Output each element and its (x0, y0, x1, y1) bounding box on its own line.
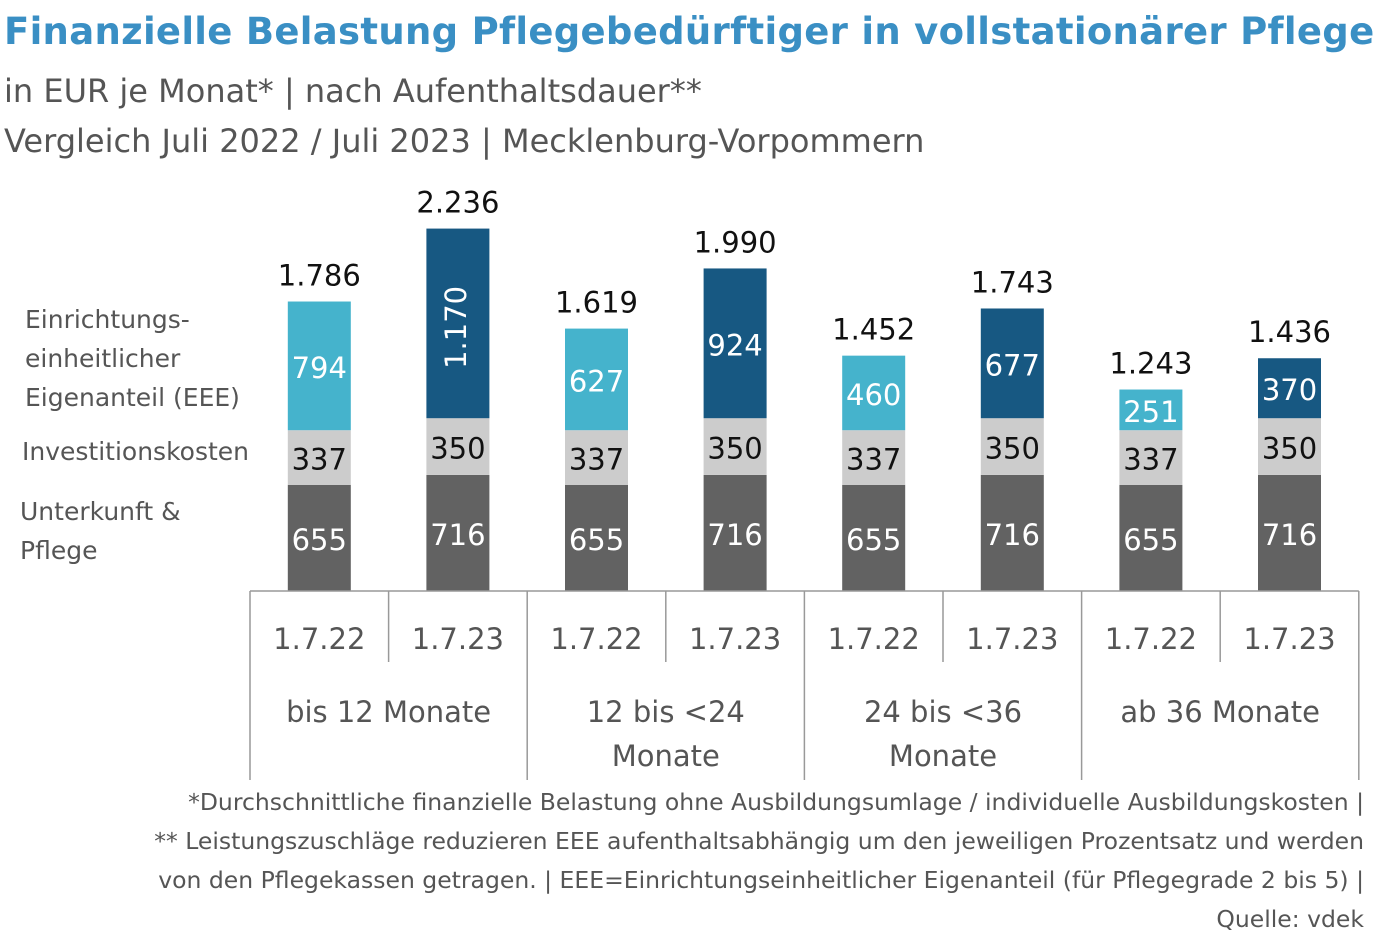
segment-label: 655 (569, 523, 624, 557)
segment-label: 794 (292, 351, 347, 385)
legend-label: Unterkunft & Pflege (20, 497, 181, 565)
segment-label: 677 (985, 348, 1040, 382)
group-label: ab 36 Monate (1120, 695, 1321, 729)
total-label: 1.619 (555, 286, 638, 320)
bar-segment (426, 228, 490, 419)
segment-label: 716 (985, 518, 1040, 552)
bar-segment (287, 301, 351, 431)
bar-segment (565, 430, 628, 485)
total-label: 1.743 (971, 265, 1054, 299)
bar-segment (842, 355, 906, 431)
segment-label: 655 (1123, 523, 1178, 557)
segment-label: 924 (707, 328, 762, 362)
x-tick-label: 1.7.22 (828, 622, 920, 656)
segment-label: 370 (1262, 373, 1317, 407)
bar-segment (1119, 430, 1183, 485)
group-label: 24 bis <36 Monate (863, 695, 1023, 773)
segment-label: 337 (569, 443, 624, 477)
bar-segment (842, 484, 906, 591)
total-label: 1.990 (694, 225, 777, 259)
segment-label: 460 (846, 378, 901, 412)
legend-label: Investitionskosten (22, 437, 250, 466)
bar-segment (980, 418, 1044, 475)
x-tick-label: 1.7.23 (1243, 622, 1335, 656)
x-tick-label: 1.7.23 (966, 622, 1058, 656)
x-tick-label: 1.7.22 (1105, 622, 1197, 656)
segment-label: 337 (292, 443, 347, 477)
segment-label: 627 (569, 364, 624, 398)
segment-label: 251 (1123, 395, 1178, 429)
footnote: *Durchschnittliche finanzielle Belastung… (188, 788, 1364, 816)
segment-label: 716 (430, 518, 485, 552)
bar-segment (287, 484, 351, 591)
group-label: bis 12 Monate (286, 695, 492, 729)
bar-segment (565, 328, 628, 431)
segment-label: 655 (846, 523, 901, 557)
bar-segment (426, 418, 490, 475)
bar-segment (703, 268, 767, 419)
x-tick-label: 1.7.22 (273, 622, 365, 656)
group-label: 12 bis <24 Monate (586, 695, 745, 773)
segment-label: 337 (1123, 443, 1178, 477)
bar-segment (1258, 358, 1321, 419)
segment-label: 350 (707, 432, 762, 466)
segment-label: 350 (985, 432, 1040, 466)
x-tick-label: 1.7.23 (412, 622, 504, 656)
bar-segment (703, 418, 767, 475)
segment-label: 716 (707, 518, 762, 552)
subtitle: in EUR je Monat* | nach Aufenthaltsdauer… (4, 72, 702, 110)
total-label: 1.452 (832, 313, 915, 347)
bar-segment (426, 474, 490, 591)
bar-segment (565, 484, 628, 591)
total-label: 1.243 (1109, 347, 1192, 381)
segment-label: 655 (292, 523, 347, 557)
segment-label: 1.170 (439, 286, 473, 369)
segment-label: 350 (430, 432, 485, 466)
footnote: Quelle: vdek (1216, 905, 1364, 933)
segment-label: 337 (846, 443, 901, 477)
bar-segment (980, 308, 1044, 419)
x-tick-label: 1.7.22 (550, 622, 642, 656)
bar-segment (287, 430, 351, 485)
total-label: 1.786 (278, 259, 361, 293)
bar-segment (842, 430, 906, 485)
bar-segment (1258, 474, 1321, 591)
total-label: 1.436 (1248, 315, 1331, 349)
footnote: ** Leistungszuschläge reduzieren EEE auf… (154, 827, 1364, 855)
bar-segment (1258, 418, 1321, 475)
chart-title: Finanzielle Belastung Pflegebedürftiger … (4, 10, 1375, 53)
subtitle: Vergleich Juli 2022 / Juli 2023 | Meckle… (4, 122, 925, 160)
bar-segment (1119, 484, 1183, 591)
x-tick-label: 1.7.23 (689, 622, 781, 656)
bar-segment (1119, 389, 1183, 431)
segment-label: 350 (1262, 432, 1317, 466)
segment-label: 716 (1262, 518, 1317, 552)
total-label: 2.236 (416, 186, 499, 220)
bar-segment (980, 474, 1044, 591)
legend-label: Einrichtungs-einheitlicher Eigenanteil (… (25, 305, 240, 412)
bar-segment (703, 474, 767, 591)
footnote: von den Pflegekassen getragen. | EEE=Ein… (158, 866, 1364, 894)
